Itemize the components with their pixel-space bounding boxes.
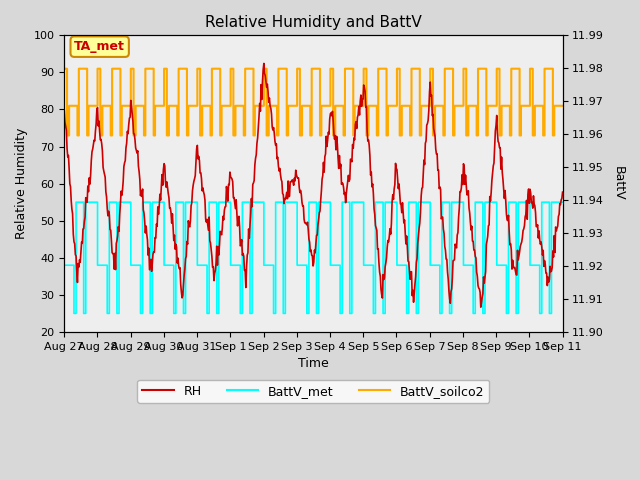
Y-axis label: Relative Humidity: Relative Humidity (15, 128, 28, 240)
Y-axis label: BattV: BattV (612, 167, 625, 201)
Text: TA_met: TA_met (74, 40, 125, 53)
Title: Relative Humidity and BattV: Relative Humidity and BattV (205, 15, 422, 30)
X-axis label: Time: Time (298, 357, 329, 370)
Legend: RH, BattV_met, BattV_soilco2: RH, BattV_met, BattV_soilco2 (138, 380, 490, 403)
